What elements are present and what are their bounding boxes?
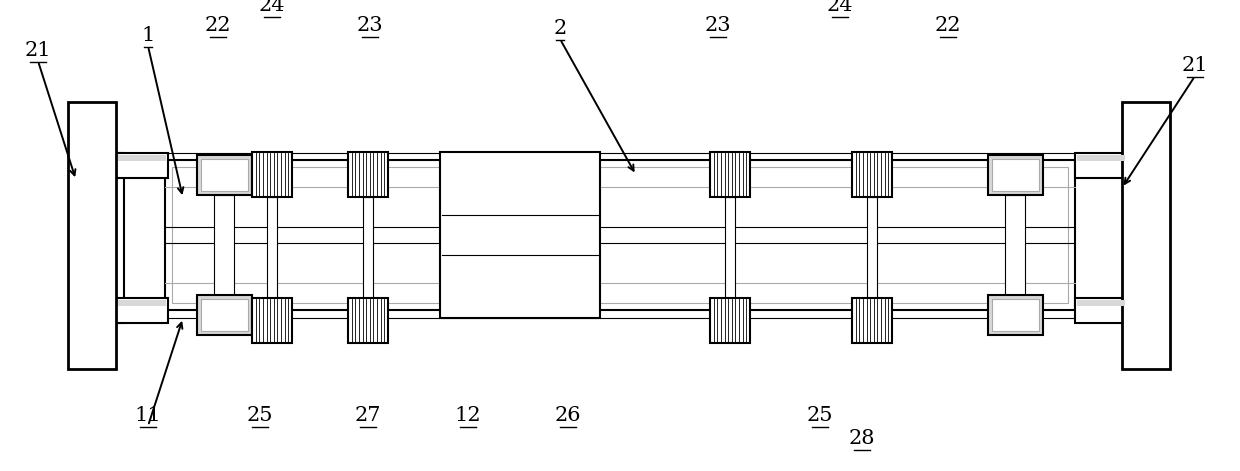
Bar xyxy=(440,152,600,318)
Text: 27: 27 xyxy=(355,406,381,425)
Bar xyxy=(363,197,373,298)
Bar xyxy=(711,152,750,197)
Bar xyxy=(992,159,1039,191)
Bar xyxy=(201,299,248,331)
Bar xyxy=(215,195,234,295)
Bar xyxy=(172,167,1068,303)
Bar xyxy=(725,197,735,298)
Bar xyxy=(201,159,248,191)
Bar xyxy=(117,298,167,323)
Bar xyxy=(1078,300,1125,306)
Bar xyxy=(267,197,277,298)
Bar xyxy=(117,153,124,323)
Text: 23: 23 xyxy=(704,16,732,35)
Bar xyxy=(1004,195,1025,295)
Bar xyxy=(348,298,388,343)
Bar xyxy=(852,298,892,343)
Text: 11: 11 xyxy=(135,406,161,425)
Bar xyxy=(117,153,167,178)
Text: 24: 24 xyxy=(259,0,285,15)
Bar xyxy=(118,300,166,306)
Bar xyxy=(252,152,291,197)
Bar xyxy=(988,295,1043,335)
Text: 2: 2 xyxy=(553,19,567,38)
Bar xyxy=(852,152,892,197)
Bar xyxy=(348,152,388,197)
Text: 21: 21 xyxy=(1182,56,1208,75)
Bar xyxy=(1078,155,1125,161)
Text: 28: 28 xyxy=(848,429,875,448)
Text: 23: 23 xyxy=(357,16,383,35)
Text: 24: 24 xyxy=(827,0,853,15)
Bar xyxy=(992,299,1039,331)
Text: 22: 22 xyxy=(205,16,231,35)
Bar xyxy=(197,295,252,335)
Text: 25: 25 xyxy=(807,406,833,425)
Bar xyxy=(1122,102,1171,369)
Bar xyxy=(711,298,750,343)
Bar xyxy=(252,298,291,343)
Bar xyxy=(1075,153,1127,178)
Bar xyxy=(197,155,252,195)
Bar xyxy=(867,197,877,298)
Text: 21: 21 xyxy=(25,41,51,60)
Text: 1: 1 xyxy=(141,26,155,45)
Text: 22: 22 xyxy=(935,16,961,35)
Bar xyxy=(165,160,1075,310)
Text: 25: 25 xyxy=(247,406,273,425)
Bar xyxy=(118,155,166,161)
Text: 26: 26 xyxy=(554,406,582,425)
Bar xyxy=(1075,298,1127,323)
Bar xyxy=(988,155,1043,195)
Bar xyxy=(68,102,117,369)
Text: 12: 12 xyxy=(455,406,481,425)
